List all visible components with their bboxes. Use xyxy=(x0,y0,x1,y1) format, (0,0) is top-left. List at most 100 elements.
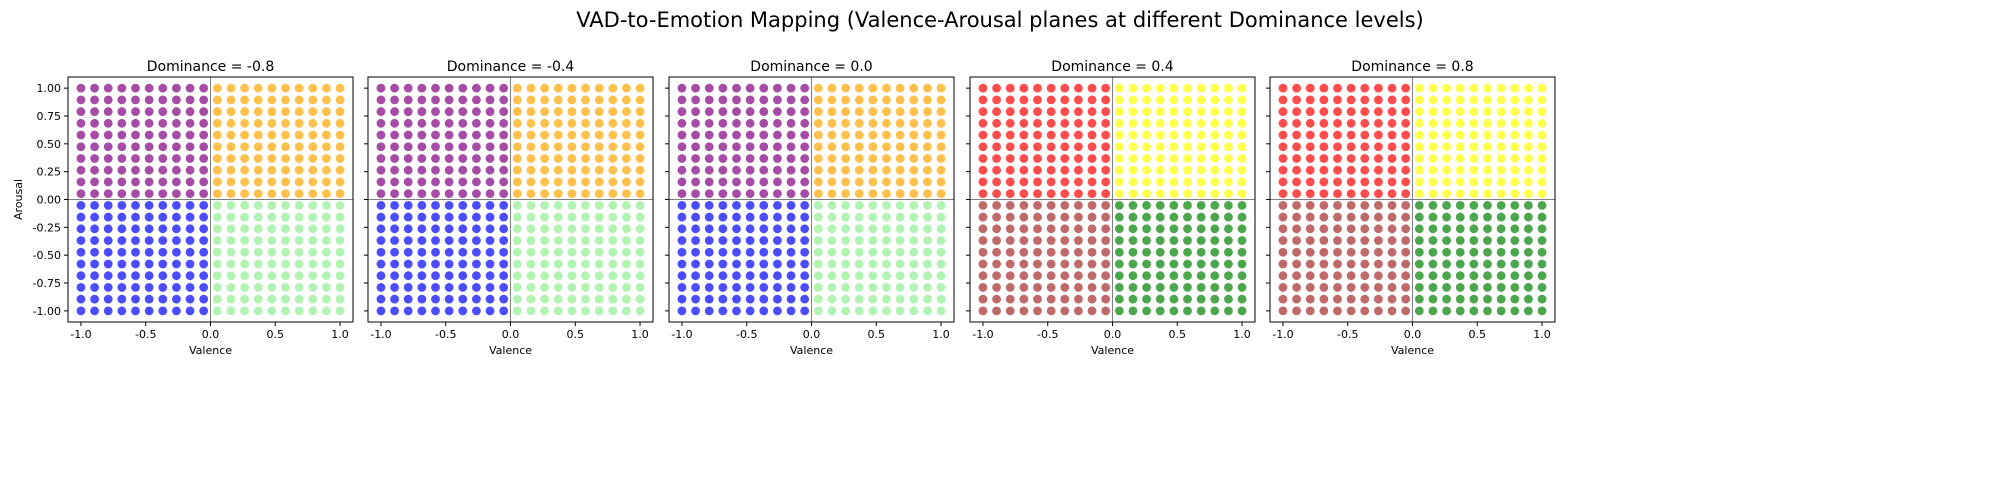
data-point xyxy=(1510,118,1520,128)
data-point xyxy=(1046,83,1056,93)
data-point xyxy=(1169,200,1179,210)
data-point xyxy=(923,236,932,245)
data-point xyxy=(403,236,413,245)
data-point xyxy=(1333,118,1342,128)
data-point xyxy=(813,306,823,316)
data-point xyxy=(185,306,195,316)
data-point xyxy=(1196,259,1206,269)
data-point xyxy=(567,212,577,222)
data-point xyxy=(691,118,700,128)
data-point xyxy=(1469,177,1479,187)
data-point xyxy=(1087,271,1097,281)
data-point xyxy=(117,283,127,292)
data-point xyxy=(172,95,181,105)
data-point xyxy=(1524,95,1533,105)
data-point xyxy=(335,95,345,105)
data-point xyxy=(622,118,631,128)
data-point xyxy=(786,247,796,257)
data-point xyxy=(185,271,195,281)
data-point xyxy=(390,283,399,292)
data-point xyxy=(1142,283,1151,292)
data-point xyxy=(131,189,140,199)
data-point xyxy=(431,107,440,116)
data-point xyxy=(1346,259,1356,269)
data-point xyxy=(1169,236,1179,245)
data-point xyxy=(185,200,195,210)
data-point xyxy=(1469,283,1479,292)
data-point xyxy=(1142,294,1151,304)
data-point xyxy=(458,83,468,93)
data-point xyxy=(1496,130,1506,140)
data-point xyxy=(773,306,782,316)
data-point xyxy=(635,189,645,199)
data-point xyxy=(1510,259,1520,269)
data-point xyxy=(1237,130,1247,140)
data-point xyxy=(458,154,468,163)
x-tick-label: 1.0 xyxy=(932,328,950,341)
data-point xyxy=(403,142,413,152)
data-point xyxy=(1483,247,1492,257)
data-point xyxy=(90,247,99,257)
data-point xyxy=(1005,83,1015,93)
data-point xyxy=(1537,107,1547,116)
data-point xyxy=(485,107,495,116)
data-point xyxy=(732,259,741,269)
data-point xyxy=(978,283,988,292)
data-point xyxy=(773,95,782,105)
data-point xyxy=(635,107,645,116)
data-point xyxy=(1346,83,1356,93)
data-point xyxy=(800,142,810,152)
data-point xyxy=(1278,95,1288,105)
data-point xyxy=(158,247,168,257)
data-point xyxy=(403,107,413,116)
data-point xyxy=(403,247,413,257)
data-point xyxy=(978,236,988,245)
subplot-title: Dominance = 0.8 xyxy=(1351,59,1473,75)
data-point xyxy=(1401,165,1411,175)
data-point xyxy=(1183,283,1192,292)
data-point xyxy=(240,259,249,269)
data-point xyxy=(226,224,236,234)
data-point xyxy=(199,189,209,199)
data-point xyxy=(854,95,864,105)
data-point xyxy=(1305,212,1315,222)
data-point xyxy=(390,306,399,316)
data-point xyxy=(594,83,604,93)
data-point xyxy=(512,118,522,128)
data-point xyxy=(1442,271,1451,281)
data-point xyxy=(267,83,277,93)
data-point xyxy=(841,271,850,281)
data-point xyxy=(594,236,604,245)
data-point xyxy=(992,83,1001,93)
data-point xyxy=(1442,165,1451,175)
data-point xyxy=(335,224,345,234)
data-point xyxy=(992,142,1001,152)
data-point xyxy=(1292,83,1301,93)
data-point xyxy=(281,177,290,187)
data-point xyxy=(553,247,563,257)
data-point xyxy=(1469,189,1479,199)
data-point xyxy=(540,259,549,269)
data-point xyxy=(909,271,919,281)
data-point xyxy=(1033,306,1042,316)
data-point xyxy=(172,189,181,199)
data-point xyxy=(294,294,304,304)
data-point xyxy=(992,306,1001,316)
data-point xyxy=(172,165,181,175)
data-point xyxy=(1414,165,1424,175)
data-point xyxy=(103,224,113,234)
data-point xyxy=(253,294,263,304)
data-point xyxy=(1237,142,1247,152)
y-tick-label: -0.25 xyxy=(33,221,61,234)
data-point xyxy=(499,142,509,152)
data-point xyxy=(622,95,631,105)
data-point xyxy=(786,118,796,128)
data-point xyxy=(458,236,468,245)
data-point xyxy=(895,306,905,316)
data-point xyxy=(1401,247,1411,257)
data-point xyxy=(526,95,536,105)
data-point xyxy=(158,165,168,175)
data-point xyxy=(677,95,687,105)
data-point xyxy=(992,118,1001,128)
data-point xyxy=(800,306,810,316)
